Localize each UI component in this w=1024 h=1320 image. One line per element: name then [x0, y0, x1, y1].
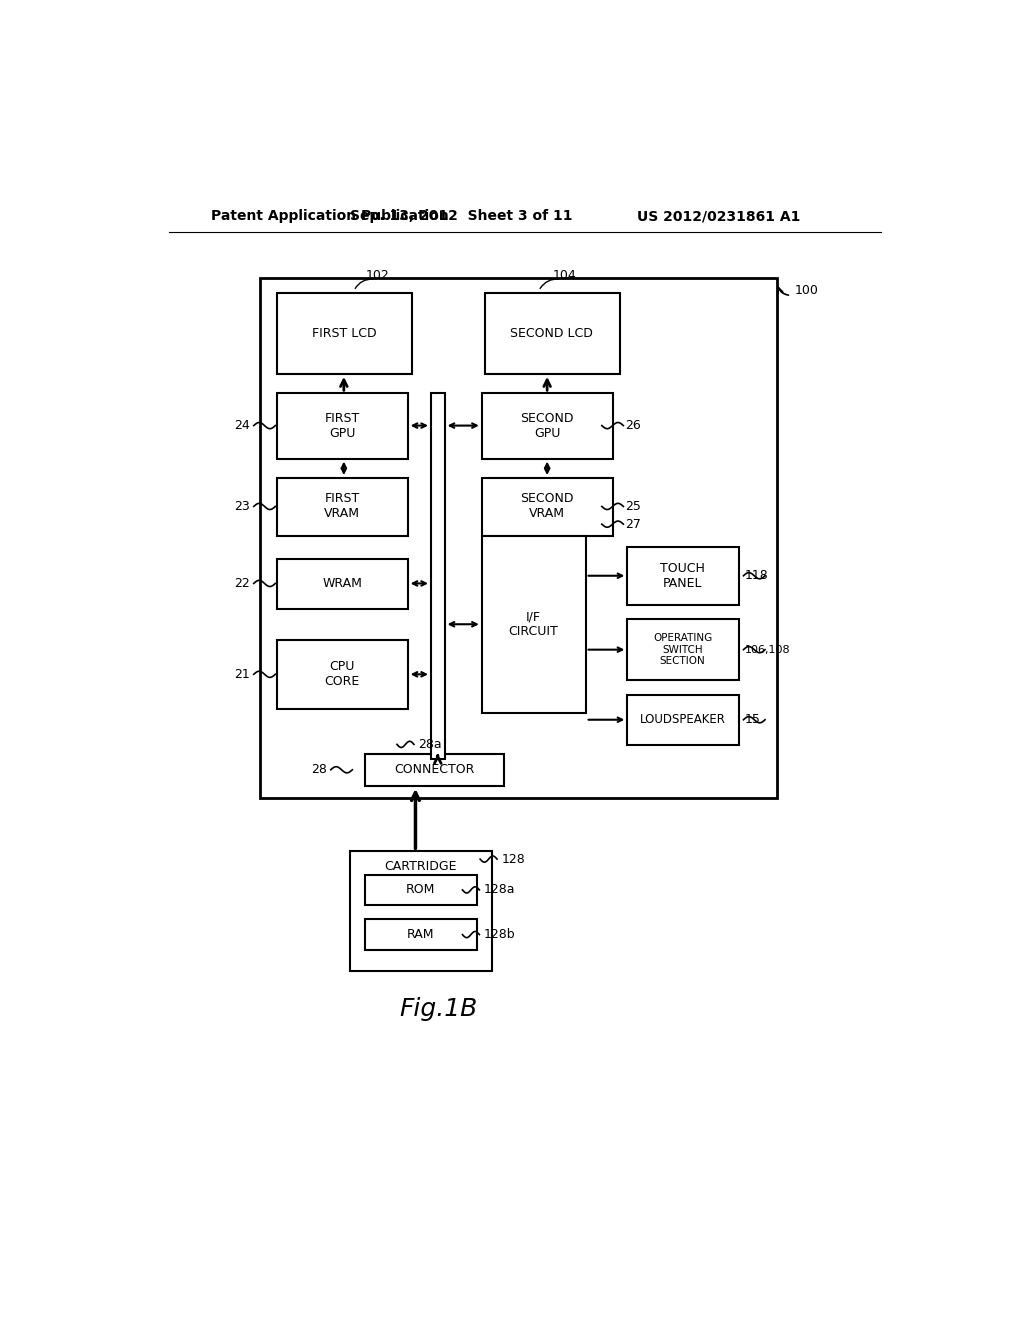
Text: 24: 24 [234, 418, 250, 432]
Text: 128a: 128a [483, 883, 515, 896]
Text: I/F
CIRCUIT: I/F CIRCUIT [508, 610, 558, 639]
Text: 15: 15 [745, 713, 761, 726]
Text: FIRST
GPU: FIRST GPU [325, 412, 359, 440]
Bar [366, 754, 504, 785]
Text: Patent Application Publication: Patent Application Publication [211, 209, 450, 223]
Text: ROM: ROM [407, 883, 435, 896]
Bar [366, 875, 477, 906]
Bar [276, 640, 408, 709]
Text: SECOND LCD: SECOND LCD [510, 327, 593, 341]
Text: 25: 25 [625, 500, 641, 513]
Text: SECOND
VRAM: SECOND VRAM [520, 492, 573, 520]
Text: 102: 102 [366, 269, 389, 282]
Bar [628, 548, 739, 605]
Text: TOUCH
PANEL: TOUCH PANEL [660, 562, 706, 590]
Text: 23: 23 [234, 500, 250, 513]
Text: SECOND
GPU: SECOND GPU [520, 412, 573, 440]
Bar [350, 851, 493, 970]
Text: OPERATING
SWITCH
SECTION: OPERATING SWITCH SECTION [653, 634, 713, 667]
Text: Fig.1B: Fig.1B [399, 997, 477, 1022]
Text: 128: 128 [502, 853, 525, 866]
Text: US 2012/0231861 A1: US 2012/0231861 A1 [637, 209, 801, 223]
Text: 22: 22 [234, 577, 250, 590]
Text: 104: 104 [553, 269, 577, 282]
Text: FIRST LCD: FIRST LCD [311, 327, 376, 341]
Text: LOUDSPEAKER: LOUDSPEAKER [640, 713, 726, 726]
Bar [276, 293, 412, 374]
Text: 118: 118 [745, 569, 769, 582]
Bar [484, 293, 620, 374]
Text: 128b: 128b [483, 928, 515, 941]
Bar [276, 558, 408, 609]
Bar [628, 696, 739, 744]
Bar [366, 919, 477, 950]
Bar [481, 393, 612, 459]
Text: FIRST
VRAM: FIRST VRAM [325, 492, 360, 520]
Text: 106,108: 106,108 [745, 644, 791, 655]
Bar [276, 393, 408, 459]
Text: 21: 21 [234, 668, 250, 681]
Bar [276, 478, 408, 536]
Text: 28: 28 [311, 763, 327, 776]
Text: RAM: RAM [408, 928, 434, 941]
Bar [481, 536, 586, 713]
Text: CONNECTOR: CONNECTOR [394, 763, 475, 776]
Text: CARTRIDGE: CARTRIDGE [385, 861, 457, 874]
Text: 27: 27 [625, 517, 641, 531]
Bar [481, 478, 612, 536]
Bar [431, 393, 444, 759]
Bar [628, 619, 739, 681]
Text: CPU
CORE: CPU CORE [325, 660, 359, 688]
Text: WRAM: WRAM [323, 577, 362, 590]
Text: Sep. 13, 2012  Sheet 3 of 11: Sep. 13, 2012 Sheet 3 of 11 [350, 209, 572, 223]
Text: 28a: 28a [418, 738, 441, 751]
Text: 26: 26 [625, 418, 641, 432]
Bar [260, 277, 777, 797]
Text: 100: 100 [795, 284, 818, 297]
